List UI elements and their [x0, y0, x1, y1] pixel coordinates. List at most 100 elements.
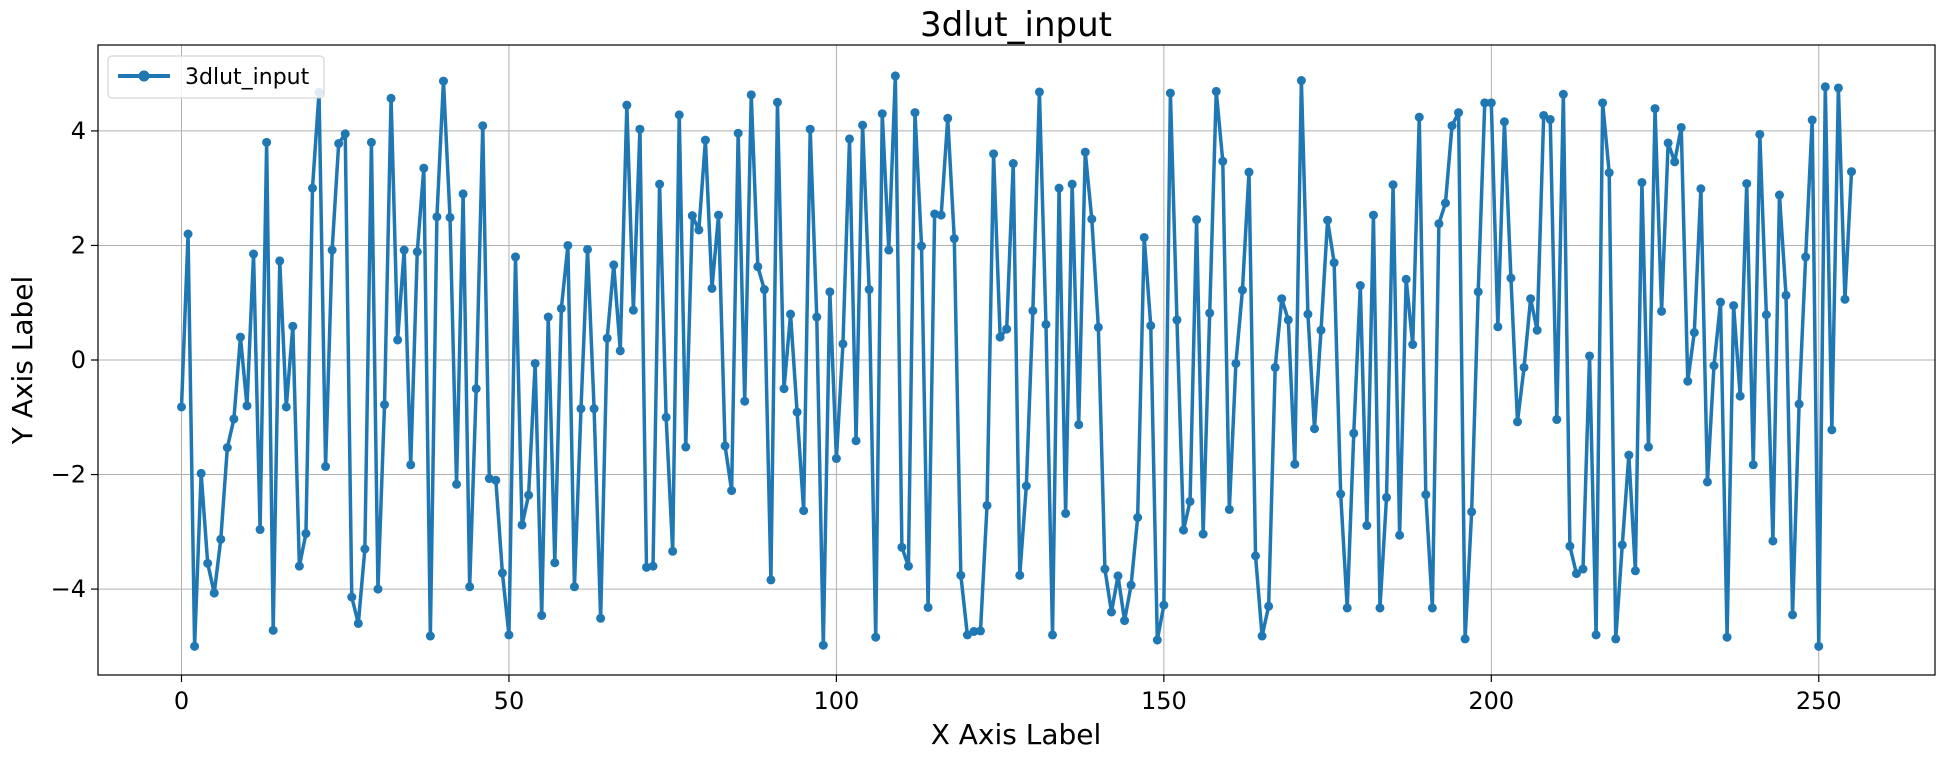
data-point [1630, 566, 1640, 576]
data-point [1264, 601, 1274, 611]
data-point [386, 93, 396, 103]
data-point [1146, 321, 1156, 331]
data-point [1192, 215, 1202, 225]
data-point [1296, 76, 1306, 86]
data-point [1133, 513, 1143, 522]
data-point [1106, 607, 1116, 617]
data-point [812, 312, 822, 322]
data-point [969, 626, 979, 636]
data-point [1643, 442, 1653, 452]
data-point [1722, 632, 1732, 642]
data-point [956, 570, 966, 580]
data-point [1120, 616, 1130, 626]
data-point [1041, 319, 1051, 329]
data-point [412, 247, 422, 257]
data-point [602, 333, 612, 343]
data-point [1152, 635, 1162, 645]
data-point [1218, 156, 1228, 166]
data-point [438, 76, 448, 86]
data-point [1499, 117, 1509, 127]
data-point [1185, 496, 1195, 506]
data-point [478, 121, 488, 131]
data-point [1139, 232, 1149, 242]
data-point [1748, 460, 1758, 470]
data-point [491, 475, 501, 485]
data-point [1231, 358, 1241, 368]
data-point [890, 71, 900, 81]
data-point [661, 412, 671, 422]
data-point [445, 212, 455, 222]
data-point [1689, 328, 1699, 338]
data-point [1323, 215, 1333, 225]
chart-title: 3dlut_input [920, 5, 1112, 45]
data-point [674, 110, 684, 120]
data-point [1604, 168, 1614, 178]
x-axis-ticks: 0 50 100 150 200 250 [174, 675, 1842, 715]
data-point [727, 486, 737, 496]
data-point [340, 129, 350, 139]
data-point [1585, 351, 1595, 361]
data-point [1526, 294, 1536, 304]
data-point [1578, 564, 1588, 574]
data-point [1663, 138, 1673, 148]
data-point [753, 262, 763, 272]
data-point [1034, 87, 1044, 97]
data-point [524, 490, 534, 500]
data-point [982, 500, 992, 510]
data-point [307, 183, 317, 193]
data-point [1382, 492, 1392, 502]
data-point [1368, 210, 1378, 220]
data-point [1028, 306, 1038, 316]
data-point [1519, 362, 1529, 372]
data-point [792, 407, 802, 417]
data-point [262, 137, 272, 147]
data-point [1237, 285, 1247, 295]
data-point [537, 610, 547, 620]
data-point [1329, 258, 1339, 268]
data-point [177, 402, 186, 412]
data-point [235, 332, 245, 342]
data-point [1054, 183, 1064, 193]
data-point [1375, 603, 1385, 613]
data-point [1270, 362, 1280, 372]
data-point [268, 625, 278, 635]
data-point [1303, 309, 1313, 319]
data-point [779, 384, 789, 394]
data-point [1781, 290, 1791, 300]
data-point [1224, 504, 1234, 514]
data-point [1598, 98, 1608, 108]
data-point [556, 303, 566, 313]
data-point [1591, 630, 1601, 640]
data-point [694, 225, 704, 235]
data-point [1309, 424, 1319, 434]
data-point [1637, 177, 1647, 187]
data-point [190, 641, 200, 651]
legend-box [107, 55, 325, 99]
data-point [687, 211, 697, 221]
data-point [576, 404, 586, 414]
data-point [700, 135, 710, 145]
data-point [1571, 569, 1581, 579]
data-point [1008, 159, 1018, 169]
data-point [393, 335, 403, 345]
data-point [681, 442, 691, 452]
legend: 3dlut_input [107, 55, 325, 99]
data-point [805, 124, 815, 134]
data-point [917, 241, 927, 251]
data-point [1021, 481, 1031, 491]
data-point [1774, 190, 1784, 200]
data-point [1755, 129, 1765, 139]
data-point [209, 588, 219, 598]
grid-lines [98, 45, 1935, 675]
data-point [1277, 294, 1287, 304]
data-point [838, 339, 848, 349]
data-point [949, 234, 959, 244]
data-point [1827, 425, 1837, 435]
x-tick-label: 200 [1468, 687, 1514, 715]
data-point [1336, 489, 1346, 499]
data-point [845, 134, 854, 144]
data-point [1670, 157, 1680, 167]
data-point [825, 287, 835, 297]
data-point [648, 561, 658, 571]
data-point [229, 414, 239, 424]
